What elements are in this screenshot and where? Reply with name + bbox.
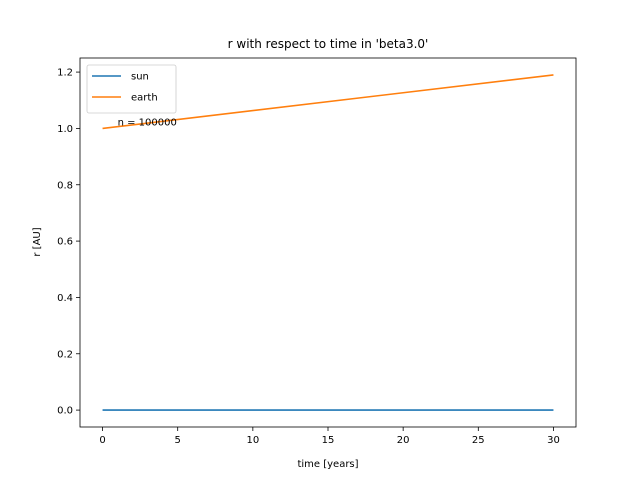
y-tick-label: 0.4	[57, 293, 73, 304]
y-tick-label: 0.6	[57, 237, 73, 248]
y-tick-label: 0.0	[57, 406, 73, 417]
series-line-earth	[102, 74, 554, 130]
x-tick-label: 30	[547, 435, 560, 446]
y-tick-label: 1.0	[57, 124, 73, 135]
series-layer	[102, 74, 554, 411]
y-tick-label: 1.2	[57, 68, 73, 79]
x-tick-label: 15	[322, 435, 335, 446]
legend-label-earth: earth	[131, 93, 158, 104]
x-axis-label: time [years]	[297, 459, 358, 470]
y-tick-label: 0.8	[57, 180, 73, 191]
x-tick-label: 0	[99, 435, 105, 446]
x-tick-label: 5	[175, 435, 181, 446]
x-tick-label: 20	[397, 435, 410, 446]
annotation-layer: n = 100000	[118, 118, 177, 129]
x-tick-label: 10	[246, 435, 259, 446]
legend: sun earth	[86, 64, 177, 114]
y-axis-label: r [AU]	[32, 227, 43, 256]
y-tick-label: 0.2	[57, 349, 73, 360]
legend-label-sun: sun	[131, 72, 149, 83]
annotation-text: n = 100000	[118, 118, 177, 129]
chart-title: r with respect to time in 'beta3.0'	[228, 37, 429, 51]
y-axis-ticks: 0.0 0.2 0.4 0.6 0.8 1.0 1.2	[57, 68, 80, 417]
x-tick-label: 25	[472, 435, 485, 446]
x-axis-ticks: 0 5 10 15 20 25 30	[99, 427, 560, 446]
legend-box	[86, 64, 177, 114]
